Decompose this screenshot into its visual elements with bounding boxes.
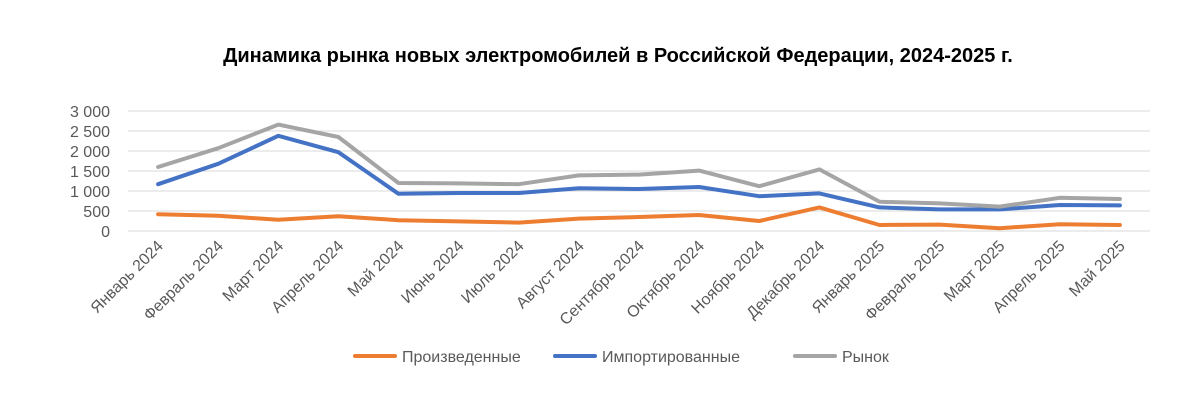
x-tick-label: Май 2025 xyxy=(1066,238,1129,301)
series-line-импортированные xyxy=(156,133,1122,212)
legend-label: Рынок xyxy=(842,349,890,366)
grid xyxy=(128,110,1150,232)
y-tick-label: 2 000 xyxy=(70,144,110,161)
series-line-произведенные xyxy=(156,205,1122,231)
series-line-рынок xyxy=(156,122,1122,209)
legend-label: Импортированные xyxy=(602,349,740,366)
y-tick-label: 2 500 xyxy=(70,124,110,141)
y-tick-label: 500 xyxy=(83,204,110,221)
x-tick-label: Июнь 2024 xyxy=(398,238,467,307)
y-tick-label: 1 500 xyxy=(70,164,110,181)
y-tick-label: 1 000 xyxy=(70,184,110,201)
series-lines xyxy=(156,122,1122,231)
y-tick-label: 0 xyxy=(101,224,110,241)
y-axis: 0 500 1 000 1 500 2 000 2 500 3 000 xyxy=(70,104,110,241)
legend: Произведенные Импортированные Рынок xyxy=(353,349,890,366)
chart-title: Динамика рынка новых электромобилей в Ро… xyxy=(223,45,1013,67)
legend-label: Произведенные xyxy=(402,349,521,366)
y-tick-label: 3 000 xyxy=(70,104,110,121)
x-tick-label: Май 2024 xyxy=(345,238,408,301)
